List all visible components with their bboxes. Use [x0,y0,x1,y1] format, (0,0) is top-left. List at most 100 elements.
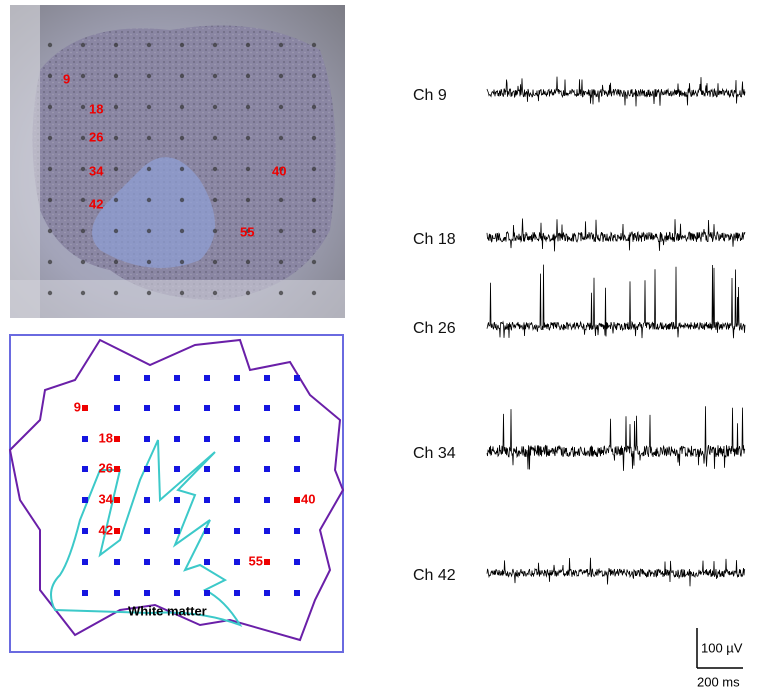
map-label: 40 [301,491,315,506]
photo-site [213,167,217,171]
electrode [174,528,180,534]
electrode [204,405,210,411]
photo-site [246,74,250,78]
photo-site [114,198,118,202]
photo-site [147,136,151,140]
scale-time: 200 ms [697,674,740,689]
photo-site [114,136,118,140]
photo-site [279,291,283,295]
electrode [114,405,120,411]
photo-site [147,167,151,171]
electrode [234,497,240,503]
electrode [144,375,150,381]
photo-site [48,198,52,202]
electrode [264,466,270,472]
electrode [264,375,270,381]
electrode [294,497,300,503]
trace [487,558,745,587]
photo-site [312,105,316,109]
photo-site [147,260,151,264]
electrode [144,590,150,596]
electrode [82,497,88,503]
electrode [294,405,300,411]
electrode [82,405,88,411]
photo-site [180,198,184,202]
photo-site [279,198,283,202]
photo-site [312,136,316,140]
electrode [234,590,240,596]
photo-label: 26 [89,129,103,144]
electrode [174,436,180,442]
electrode [82,436,88,442]
electrode [294,590,300,596]
electrode [114,559,120,565]
photo-site [48,291,52,295]
photo-site [213,136,217,140]
electrode [264,405,270,411]
photo-site [180,105,184,109]
electrode [174,375,180,381]
photo-site [48,167,52,171]
channel-label: Ch 9 [413,87,447,104]
electrode [114,466,120,472]
electrode [114,590,120,596]
photo-site [312,167,316,171]
electrode [82,466,88,472]
electrode [264,559,270,565]
electrode [234,528,240,534]
photo-site [114,167,118,171]
channel-label: Ch 26 [413,320,456,337]
photo-site [147,198,151,202]
photo-site [48,105,52,109]
photo-site [114,291,118,295]
electrode [204,559,210,565]
photo-label: 40 [272,163,286,178]
photo-site [180,229,184,233]
electrode [144,436,150,442]
photo-site [246,105,250,109]
photo-site [213,74,217,78]
photo-site [81,167,85,171]
photo-site [312,229,316,233]
photo-site [180,74,184,78]
electrode [204,590,210,596]
photo-site [180,167,184,171]
electrode [144,497,150,503]
photo-label: 18 [89,101,103,116]
electrode [174,497,180,503]
electrode [144,528,150,534]
photo-site [279,74,283,78]
photo-site [147,43,151,47]
figure: 9182634424055 9182634424055 White matter… [0,0,760,691]
photo-site [246,136,250,140]
photo-label: 42 [89,196,103,211]
photo-site [81,136,85,140]
electrode [204,436,210,442]
photo-site [312,198,316,202]
map-label: 18 [99,430,113,445]
photo-site [81,291,85,295]
photo-site [279,105,283,109]
electrode [174,466,180,472]
electrode [294,559,300,565]
electrode [294,528,300,534]
photo-site [279,43,283,47]
electrode [294,466,300,472]
electrode [204,466,210,472]
map-label: 42 [99,522,113,537]
electrode [234,436,240,442]
electrode [234,375,240,381]
electrode [294,436,300,442]
electrode [144,405,150,411]
photo-site [48,136,52,140]
electrode [114,497,120,503]
trace [487,265,745,339]
photo-site [213,260,217,264]
photo-site [213,291,217,295]
photo-site [213,43,217,47]
electrode [82,528,88,534]
electrode [294,375,300,381]
electrode [204,375,210,381]
photo-label: 34 [89,163,104,178]
